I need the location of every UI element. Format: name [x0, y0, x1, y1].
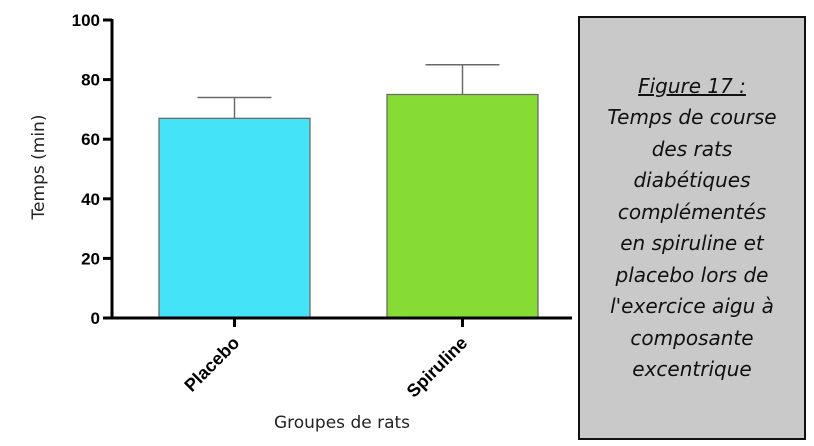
- y-tick-label-0: 0: [91, 309, 100, 328]
- y-tick-label-80: 80: [81, 71, 100, 90]
- y-tick-label-20: 20: [81, 249, 100, 268]
- bar-placebo: [158, 117, 311, 319]
- x-tick-label-placebo: Placebo: [180, 333, 243, 396]
- figure-caption-text: Temps de course des rats diabétiques com…: [607, 105, 777, 381]
- bar-spiruline: [386, 93, 539, 319]
- x-axis-title: Groupes de rats: [274, 413, 410, 433]
- x-tick-label-spiruline: Spiruline: [403, 333, 472, 402]
- y-tick-label-100: 100: [72, 11, 100, 30]
- y-tick-label-40: 40: [81, 190, 100, 209]
- y-axis-title: Temps (min): [29, 115, 49, 221]
- y-tick-label-60: 60: [81, 130, 100, 149]
- figure-caption-title: Figure 17 :: [638, 73, 746, 98]
- figure-caption-box: Figure 17 : Temps de course des rats dia…: [578, 16, 806, 440]
- bar-chart: 0 20 40 60 80 100 Placebo Spiruline Temps (min) G…: [29, 11, 572, 433]
